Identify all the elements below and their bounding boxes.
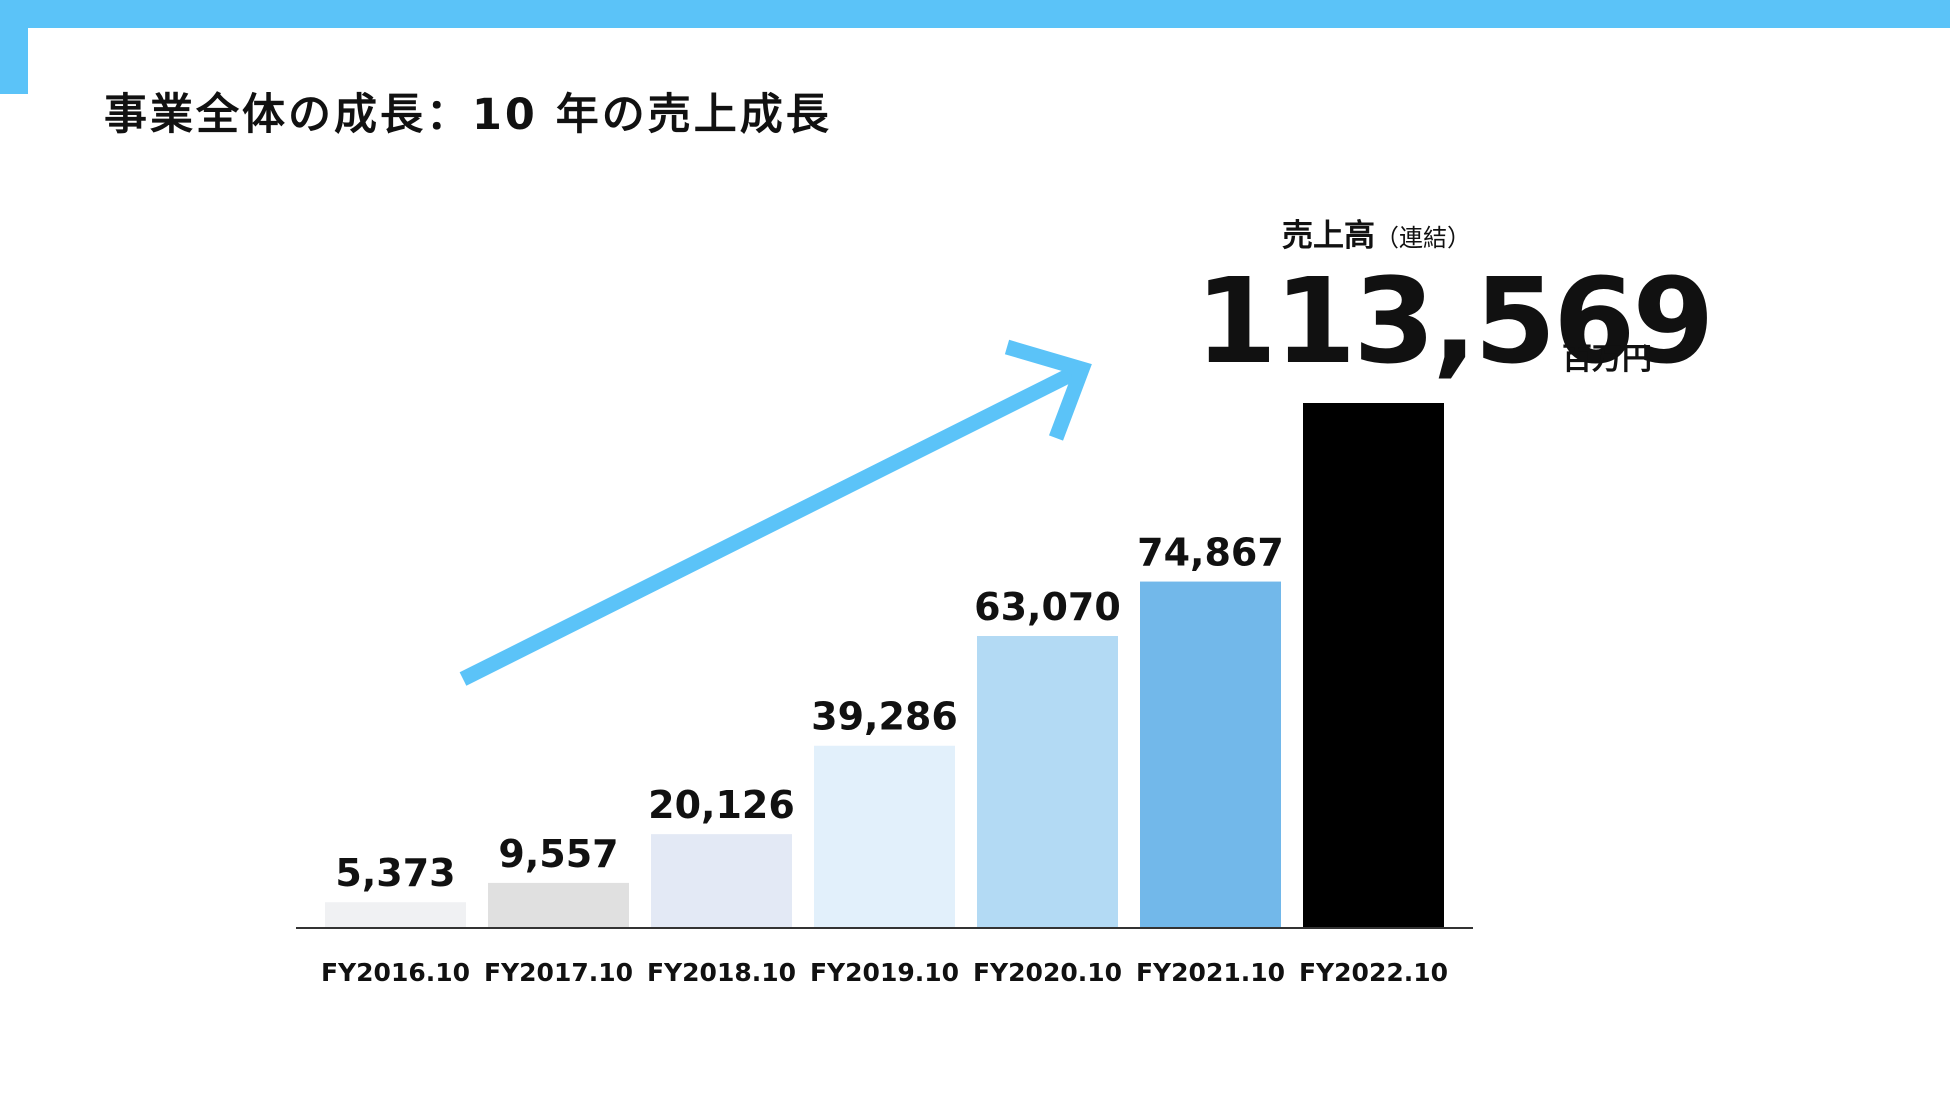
- data-label: 74,867: [1137, 531, 1284, 575]
- bar-fy2022-10: [1303, 403, 1444, 927]
- x-tick-label: FY2018.10: [647, 958, 796, 987]
- x-tick-label: FY2022.10: [1299, 958, 1448, 987]
- highlight-caption: 売上高（連結）: [1282, 210, 1471, 255]
- bar-fy2021-10: [1140, 581, 1281, 927]
- growth-arrow: [459, 339, 1092, 686]
- highlight-unit: 百万円: [1562, 342, 1652, 377]
- highlight-caption-main: 売上高: [1282, 218, 1375, 254]
- x-tick-label: FY2020.10: [973, 958, 1122, 987]
- x-tick-label: FY2016.10: [321, 958, 470, 987]
- bars-group: [325, 403, 1444, 927]
- top-accent-bar: [0, 0, 1950, 28]
- bar-fy2018-10: [651, 834, 792, 927]
- x-tick-label: FY2017.10: [484, 958, 633, 987]
- x-tick-label: FY2021.10: [1136, 958, 1285, 987]
- bar-fy2017-10: [488, 882, 629, 927]
- bar-fy2020-10: [977, 635, 1118, 927]
- page-title: 事業全体の成長：10 年の売上成長: [104, 90, 832, 140]
- data-label: 5,373: [335, 851, 455, 895]
- data-label: 39,286: [811, 695, 958, 739]
- left-accent-tab: [0, 0, 28, 94]
- x-tick-label: FY2019.10: [810, 958, 959, 987]
- data-label: 63,070: [974, 585, 1121, 629]
- data-label: 9,557: [498, 832, 618, 876]
- highlight-caption-sub: （連結）: [1375, 224, 1471, 252]
- data-label: 20,126: [648, 783, 795, 827]
- highlight-value: 113,569: [1195, 252, 1714, 390]
- bar-fy2019-10: [814, 745, 955, 927]
- labels-group: 5,373 FY2016.10 9,557 FY2017.10 20,126 FY2018…: [321, 531, 1448, 987]
- bar-fy2016-10: [325, 902, 466, 927]
